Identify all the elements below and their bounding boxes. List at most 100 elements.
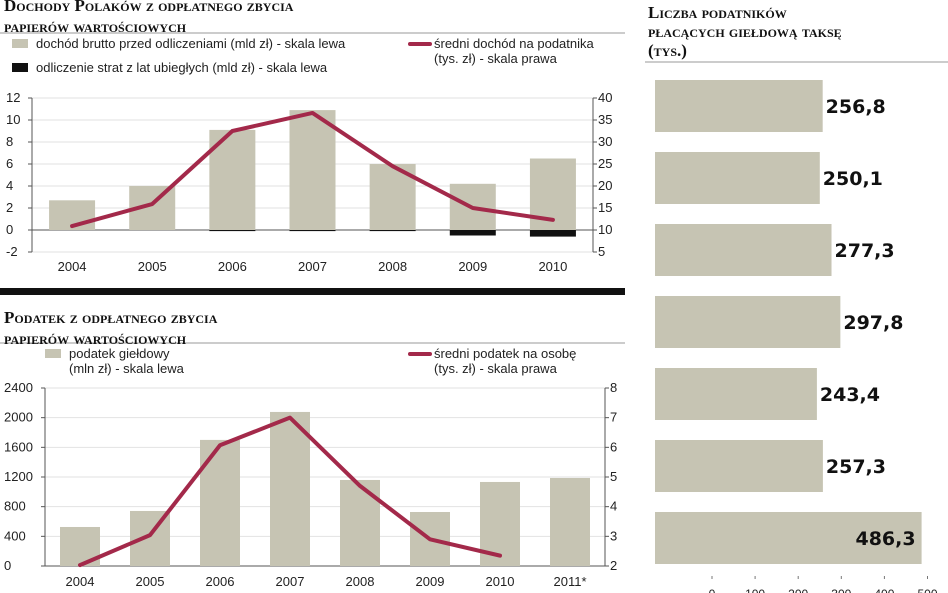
section-divider (0, 288, 625, 295)
x-tick-label: 2005 (138, 259, 167, 274)
y-tick-label: 10 (6, 112, 20, 127)
y2-tick-label: 8 (610, 380, 617, 395)
y-tick-label: 12 (6, 90, 20, 105)
x-tick-label: 400 (874, 587, 894, 593)
line-series (78, 415, 502, 568)
bar (270, 411, 310, 566)
chart-title: Liczba podatników (648, 3, 787, 22)
bar (289, 230, 336, 232)
legend-label: odliczenie strat z lat ubiegłych (mld zł… (36, 60, 328, 75)
value-label: 486,3 (855, 528, 915, 550)
bar (209, 230, 256, 232)
line-series (70, 110, 555, 229)
y2-tick-label: 7 (610, 410, 617, 425)
x-tick-label: 2009 (458, 259, 487, 274)
y2-tick-label: 25 (598, 156, 612, 171)
y-tick-label: 2000 (4, 410, 33, 425)
legend-swatch (12, 63, 28, 72)
bar (655, 296, 841, 348)
y2-tick-label: 10 (598, 222, 612, 237)
bar (529, 230, 576, 237)
x-tick-label: 2006 (218, 259, 247, 274)
bar (655, 224, 832, 276)
chart-title: Dochody Polaków z odpłatnego zbycia (4, 0, 294, 15)
legend-line: (tys. zł) - skala prawa (434, 51, 558, 66)
legend-label: średni podatek na osobę (tys. zł) - skal… (434, 346, 580, 376)
bar (655, 80, 823, 132)
y-tick-label: 400 (4, 528, 26, 543)
x-tick-label: 200 (788, 587, 808, 593)
y2-tick-label: 6 (610, 439, 617, 454)
x-tick-label: 300 (831, 587, 851, 593)
bar (550, 477, 590, 566)
x-tick-label: 2011* (553, 574, 586, 589)
y-tick-label: 1200 (4, 469, 33, 484)
x-tick-label: 500 (917, 587, 937, 593)
value-label: 243,4 (820, 384, 880, 406)
value-label: 257,3 (826, 456, 886, 478)
bar (655, 152, 820, 204)
legend-label: podatek giełdowy (mln zł) - skala lewa (69, 346, 185, 376)
y2-tick-label: 35 (598, 112, 612, 127)
y-tick-label: 1600 (4, 439, 33, 454)
legend-label: średni dochód na podatnika (tys. zł) - s… (434, 36, 597, 66)
bar (655, 512, 922, 564)
y-tick-label: 2400 (4, 380, 33, 395)
y-tick-label: 8 (6, 134, 13, 149)
bar (449, 230, 496, 236)
y2-tick-label: 5 (598, 244, 605, 259)
y2-tick-label: 4 (610, 499, 617, 514)
value-label: 277,3 (835, 240, 895, 262)
y2-tick-label: 3 (610, 528, 617, 543)
x-tick-label: 2004 (66, 574, 95, 589)
value-label: 297,8 (843, 312, 903, 334)
legend-line: (tys. zł) - skala prawa (434, 361, 558, 376)
x-tick-label: 2008 (346, 574, 375, 589)
x-tick-label: 0 (709, 587, 716, 593)
y-tick-label: 800 (4, 499, 26, 514)
legend-swatch (45, 349, 61, 358)
y2-tick-label: 15 (598, 200, 612, 215)
chart-title: (tys.) (648, 41, 687, 60)
x-tick-label: 2010 (538, 259, 567, 274)
x-tick-label: 2007 (276, 574, 305, 589)
chart-title: płacących giełdową taksę (648, 22, 842, 41)
bar (200, 439, 240, 566)
y2-tick-label: 20 (598, 178, 612, 193)
x-tick-label: 100 (745, 587, 765, 593)
value-label: 250,1 (823, 168, 883, 190)
bar (340, 479, 380, 566)
x-tick-label: 2007 (298, 259, 327, 274)
y2-tick-label: 40 (598, 90, 612, 105)
bar (655, 368, 817, 420)
legend-line: (mln zł) - skala lewa (69, 361, 185, 376)
y-tick-label: 0 (4, 558, 11, 573)
legend-line: średni dochód na podatnika (434, 36, 597, 51)
bar (655, 440, 823, 492)
y-tick-label: 4 (6, 178, 13, 193)
chart-title: Podatek z odpłatnego zbycia (4, 308, 218, 327)
legend-line: średni podatek na osobę (434, 346, 580, 361)
x-tick-label: 2006 (206, 574, 235, 589)
y-tick-label: 2 (6, 200, 13, 215)
chart-title: papierów wartościowych (4, 17, 187, 36)
y2-tick-label: 2 (610, 558, 617, 573)
bar (289, 110, 336, 230)
y2-tick-label: 5 (610, 469, 617, 484)
y-tick-label: -2 (6, 244, 18, 259)
chart-title: papierów wartościowych (4, 329, 187, 348)
legend-label: dochód brutto przed odliczeniami (mld zł… (36, 36, 346, 51)
y-tick-label: 0 (6, 222, 13, 237)
x-tick-label: 2005 (136, 574, 165, 589)
x-tick-label: 2004 (58, 259, 87, 274)
legend-line: podatek giełdowy (69, 346, 173, 361)
x-tick-label: 2008 (378, 259, 407, 274)
x-tick-label: 2009 (416, 574, 445, 589)
y2-tick-label: 30 (598, 134, 612, 149)
x-tick-label: 2010 (486, 574, 515, 589)
legend-swatch (12, 39, 28, 48)
bar (369, 230, 416, 232)
value-label: 256,8 (826, 96, 886, 118)
y-tick-label: 6 (6, 156, 13, 171)
